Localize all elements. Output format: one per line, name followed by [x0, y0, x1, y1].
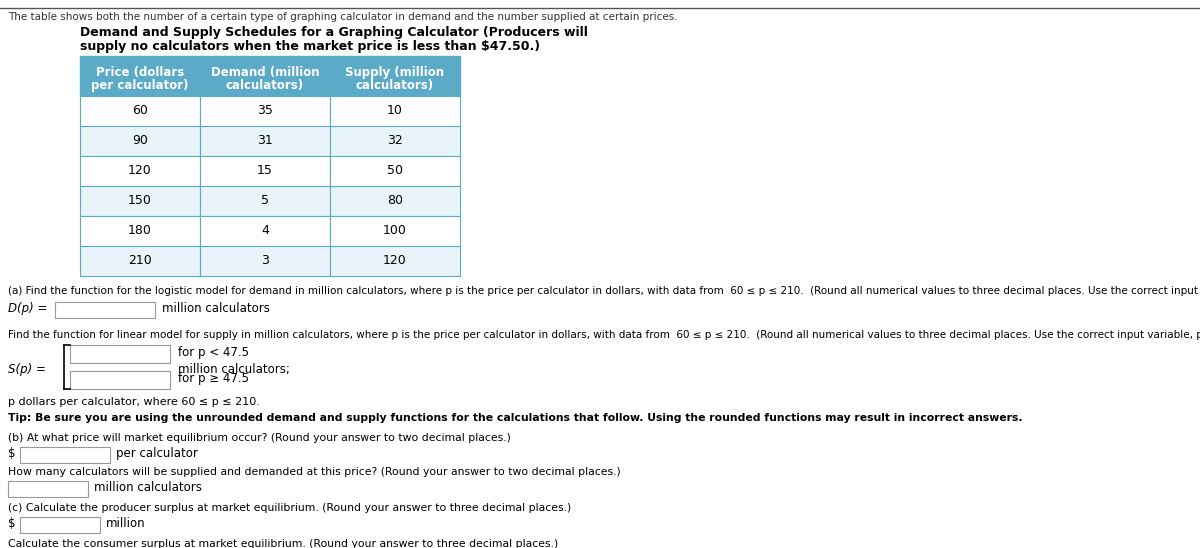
FancyBboxPatch shape — [330, 186, 460, 216]
FancyBboxPatch shape — [20, 517, 100, 533]
Text: calculators): calculators) — [226, 79, 304, 92]
Text: 5: 5 — [262, 194, 269, 207]
FancyBboxPatch shape — [330, 246, 460, 276]
Text: $: $ — [8, 517, 16, 530]
FancyBboxPatch shape — [330, 56, 460, 96]
Text: 4: 4 — [262, 224, 269, 237]
Text: per calculator: per calculator — [116, 447, 198, 460]
Text: million calculators: million calculators — [162, 302, 270, 315]
FancyBboxPatch shape — [8, 481, 88, 497]
FancyBboxPatch shape — [330, 216, 460, 246]
Text: 120: 120 — [128, 164, 152, 177]
FancyBboxPatch shape — [80, 56, 200, 96]
Text: Price (dollars: Price (dollars — [96, 66, 184, 79]
Text: 100: 100 — [383, 224, 407, 237]
FancyBboxPatch shape — [80, 96, 200, 126]
Text: supply no calculators when the market price is less than $47.50.): supply no calculators when the market pr… — [80, 40, 540, 53]
FancyBboxPatch shape — [200, 216, 330, 246]
FancyBboxPatch shape — [200, 56, 330, 96]
Text: 50: 50 — [386, 164, 403, 177]
FancyBboxPatch shape — [70, 345, 170, 363]
FancyBboxPatch shape — [55, 302, 155, 318]
Text: Find the function for linear model for supply in million calculators, where p is: Find the function for linear model for s… — [8, 330, 1200, 340]
Text: 90: 90 — [132, 134, 148, 147]
Text: Calculate the consumer surplus at market equilibrium. (Round your answer to thre: Calculate the consumer surplus at market… — [8, 539, 558, 548]
FancyBboxPatch shape — [80, 156, 200, 186]
Text: How many calculators will be supplied and demanded at this price? (Round your an: How many calculators will be supplied an… — [8, 467, 620, 477]
FancyBboxPatch shape — [80, 216, 200, 246]
FancyBboxPatch shape — [200, 126, 330, 156]
Text: Supply (million: Supply (million — [346, 66, 444, 79]
Text: 150: 150 — [128, 194, 152, 207]
Text: D(p) =: D(p) = — [8, 302, 47, 315]
Text: per calculator): per calculator) — [91, 79, 188, 92]
Text: (a) Find the function for the logistic model for demand in million calculators, : (a) Find the function for the logistic m… — [8, 286, 1200, 296]
Text: 180: 180 — [128, 224, 152, 237]
Text: 210: 210 — [128, 254, 152, 267]
Text: million calculators: million calculators — [94, 481, 202, 494]
Text: 15: 15 — [257, 164, 272, 177]
Text: 60: 60 — [132, 104, 148, 117]
FancyBboxPatch shape — [80, 186, 200, 216]
FancyBboxPatch shape — [200, 156, 330, 186]
Text: 10: 10 — [388, 104, 403, 117]
FancyBboxPatch shape — [200, 96, 330, 126]
Text: 80: 80 — [386, 194, 403, 207]
FancyBboxPatch shape — [80, 126, 200, 156]
Text: The table shows both the number of a certain type of graphing calculator in dema: The table shows both the number of a cer… — [8, 12, 678, 22]
Text: 35: 35 — [257, 104, 272, 117]
Text: (b) At what price will market equilibrium occur? (Round your answer to two decim: (b) At what price will market equilibriu… — [8, 433, 511, 443]
Text: Demand and Supply Schedules for a Graphing Calculator (Producers will: Demand and Supply Schedules for a Graphi… — [80, 26, 588, 39]
Text: calculators): calculators) — [356, 79, 434, 92]
Text: S(p) =: S(p) = — [8, 363, 46, 376]
Text: for p ≥ 47.5: for p ≥ 47.5 — [178, 372, 250, 385]
FancyBboxPatch shape — [330, 156, 460, 186]
Text: p dollars per calculator, where 60 ≤ p ≤ 210.: p dollars per calculator, where 60 ≤ p ≤… — [8, 397, 260, 407]
FancyBboxPatch shape — [70, 371, 170, 389]
Text: 120: 120 — [383, 254, 407, 267]
FancyBboxPatch shape — [200, 246, 330, 276]
Text: Tip: Be sure you are using the unrounded demand and supply functions for the cal: Tip: Be sure you are using the unrounded… — [8, 413, 1022, 423]
FancyBboxPatch shape — [330, 126, 460, 156]
Text: $: $ — [8, 447, 16, 460]
Text: Demand (million: Demand (million — [211, 66, 319, 79]
Text: 32: 32 — [388, 134, 403, 147]
Text: million calculators;: million calculators; — [178, 363, 290, 376]
FancyBboxPatch shape — [330, 96, 460, 126]
FancyBboxPatch shape — [20, 447, 110, 463]
FancyBboxPatch shape — [200, 186, 330, 216]
Text: million: million — [106, 517, 145, 530]
Text: 3: 3 — [262, 254, 269, 267]
Text: for p < 47.5: for p < 47.5 — [178, 346, 250, 359]
Text: 31: 31 — [257, 134, 272, 147]
FancyBboxPatch shape — [80, 246, 200, 276]
Text: (c) Calculate the producer surplus at market equilibrium. (Round your answer to : (c) Calculate the producer surplus at ma… — [8, 503, 571, 513]
